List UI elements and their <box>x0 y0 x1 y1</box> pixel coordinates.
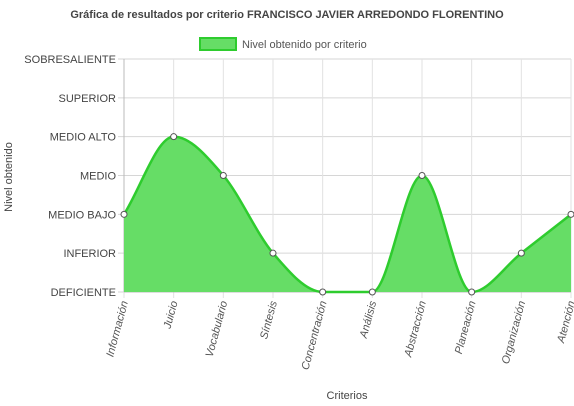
x-tick-label: Análisis <box>358 299 380 340</box>
y-tick-label: INFERIOR <box>63 248 116 260</box>
data-point[interactable] <box>517 249 525 257</box>
y-tick-label: DEFICIENTE <box>51 287 116 299</box>
data-point[interactable] <box>368 288 376 296</box>
data-point[interactable] <box>219 172 227 179</box>
y-axis-ticks: DEFICIENTE INFERIOR MEDIO BAJO MEDIO MEDIO A… <box>24 54 116 299</box>
x-tick-label: Planeación <box>453 300 479 356</box>
y-tick-label: MEDIO <box>80 171 117 183</box>
x-tick-label: Organización <box>500 300 528 366</box>
series-area <box>124 136 571 292</box>
x-tick-label: Abstracción <box>402 300 429 360</box>
legend-swatch <box>199 37 237 51</box>
plot-area <box>120 133 574 296</box>
y-tick-label: MEDIO ALTO <box>50 132 117 144</box>
legend-label: Nivel obtenido por criterio <box>242 39 367 51</box>
x-tick-label: Atención <box>555 300 574 345</box>
x-tick-label: Juicio <box>161 300 180 331</box>
data-point[interactable] <box>120 210 128 218</box>
data-point[interactable] <box>418 172 426 179</box>
data-point[interactable] <box>269 249 277 257</box>
y-tick-label: MEDIO BAJO <box>48 209 116 221</box>
series-line <box>122 135 572 294</box>
legend[interactable]: Nivel obtenido por criterio <box>199 37 367 51</box>
y-tick-label: SUPERIOR <box>59 93 117 105</box>
x-axis-ticks: Información Juicio Vocabulario Síntesis Conc… <box>104 299 574 371</box>
x-axis-label: Criterios <box>327 390 368 402</box>
x-tick-label: Información <box>104 300 130 359</box>
y-tick-label: SOBRESALIENTE <box>24 54 116 66</box>
data-point[interactable] <box>468 288 476 296</box>
x-tick-label: Concentración <box>300 300 330 372</box>
data-point[interactable] <box>319 288 327 296</box>
data-point[interactable] <box>567 210 574 218</box>
x-tick-label: Vocabulario <box>204 300 231 359</box>
y-axis-label: Nivel obtenido <box>3 142 15 212</box>
chart-title: Gráfica de resultados por criterio FRANC… <box>70 9 504 21</box>
x-tick-label: Síntesis <box>258 299 280 340</box>
data-point[interactable] <box>170 133 178 141</box>
